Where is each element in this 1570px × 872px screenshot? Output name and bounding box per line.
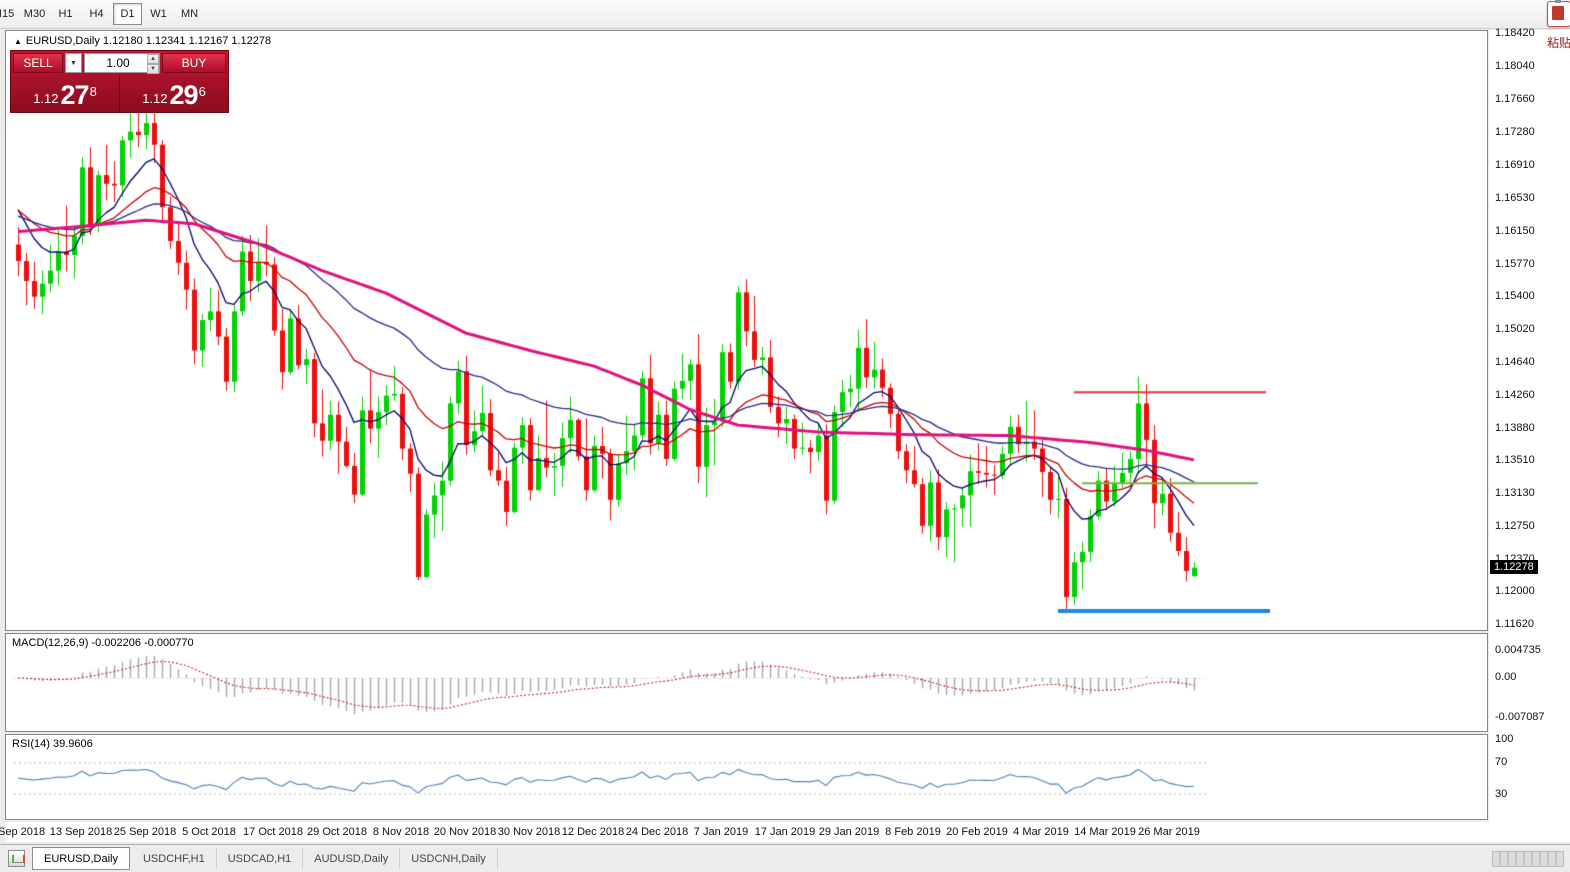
- rsi-axis-label: 30: [1495, 787, 1508, 800]
- rsi-axis-label: 70: [1495, 756, 1508, 769]
- buy-price-pip: 6: [198, 84, 206, 99]
- price-axis-label: 1.15020: [1495, 322, 1535, 335]
- timeframe-button-h1[interactable]: H1: [58, 8, 73, 20]
- price-axis-label: 1.18040: [1495, 60, 1535, 73]
- buy-price-prefix: 1.12: [142, 91, 168, 106]
- price-axis-label: 1.14640: [1495, 355, 1535, 368]
- buy-button[interactable]: BUY: [162, 53, 226, 73]
- price-axis-label: 1.14260: [1495, 388, 1535, 401]
- axis-column-background: [1489, 30, 1570, 842]
- macd-header: MACD(12,26,9) -0.002206 -0.000770: [12, 637, 194, 649]
- macd-axis[interactable]: 0.004735 0.00 -0.007087: [1490, 633, 1570, 732]
- timeframe-button-mn[interactable]: MN: [180, 8, 199, 20]
- chevron-down-icon: ▼: [70, 59, 77, 67]
- rsi-axis[interactable]: 100 70 30: [1490, 733, 1570, 820]
- price-axis-label: 1.16910: [1495, 158, 1535, 171]
- rsi-axis-label: 100: [1495, 733, 1514, 745]
- expand-arrow-icon: ▲: [14, 37, 22, 46]
- rsi-canvas[interactable]: [6, 735, 1487, 819]
- price-axis-label: 1.12750: [1495, 519, 1535, 532]
- price-axis-label: 1.17660: [1495, 93, 1535, 106]
- paste-widget[interactable]: 粘贴: [1541, 0, 1570, 51]
- paste-label: 粘贴: [1546, 36, 1570, 50]
- chart-tab-bar: EURUSD,Daily USDCHF,H1 USDCAD,H1 AUDUSD,Dai…: [0, 844, 1570, 872]
- symbol-ohlc-header: ▲ EURUSD,Daily 1.12180 1.12341 1.12167 1.…: [14, 35, 271, 47]
- timeframe-button-m15[interactable]: M15: [0, 8, 15, 20]
- volume-value: 1.00: [106, 56, 130, 70]
- date-axis-label: 25 Sep 2018: [113, 826, 177, 838]
- macd-axis-label: 0.004735: [1495, 644, 1541, 656]
- chart-tab-usdcad-h1[interactable]: USDCAD,H1: [217, 848, 304, 869]
- date-axis-label: 13 Sep 2018: [49, 826, 113, 838]
- timeframe-button-m30[interactable]: M30: [23, 8, 46, 20]
- date-axis-label: 12 Dec 2018: [561, 826, 625, 838]
- buy-price-display: 1.12 29 6: [120, 75, 228, 112]
- date-axis-label: 24 Dec 2018: [625, 826, 689, 838]
- current-price-badge: 1.12278: [1490, 559, 1538, 574]
- timeframe-button-w1[interactable]: W1: [150, 8, 167, 20]
- macd-axis-label: -0.007087: [1495, 711, 1545, 724]
- macd-window: MACD(12,26,9) -0.002206 -0.000770: [5, 633, 1488, 732]
- volume-input[interactable]: 1.00 ▲ ▼: [84, 53, 160, 74]
- sell-price-big: 27: [60, 80, 90, 110]
- volume-dropdown-button[interactable]: ▼: [65, 53, 82, 73]
- main-chart-window: ▲ EURUSD,Daily 1.12180 1.12341 1.12167 1.…: [5, 30, 1488, 631]
- date-axis-label: 14 Mar 2019: [1074, 826, 1136, 838]
- price-axis-label: 1.13880: [1495, 421, 1535, 434]
- date-axis-label: 20 Nov 2018: [433, 826, 497, 838]
- price-axis-label: 1.17280: [1495, 126, 1535, 139]
- main-chart-canvas[interactable]: [6, 31, 1487, 630]
- date-axis-label: 29 Oct 2018: [307, 826, 367, 838]
- buy-price-big: 29: [169, 80, 199, 110]
- date-axis-label: 5 Oct 2018: [182, 826, 236, 838]
- price-axis-label: 1.13510: [1495, 453, 1535, 466]
- timeframe-button-h4[interactable]: H4: [89, 8, 104, 20]
- timeframe-toolbar: M15 M30 H1 H4 D1 W1 MN: [0, 3, 205, 25]
- sell-price-display: 1.12 27 8: [11, 75, 120, 112]
- chart-tab-audusd-daily[interactable]: AUDUSD,Daily: [303, 848, 401, 869]
- macd-axis-label: 0.00: [1495, 671, 1517, 683]
- top-toolbar: M15 M30 H1 H4 D1 W1 MN: [0, 0, 1570, 29]
- price-axis-label: 1.16530: [1495, 191, 1535, 204]
- volume-spinner: ▲ ▼: [147, 54, 159, 74]
- spin-up-button[interactable]: ▲: [147, 54, 159, 64]
- symbol-ohlc-text: EURUSD,Daily 1.12180 1.12341 1.12167 1.1…: [25, 35, 272, 47]
- date-axis-label: 20 Feb 2019: [946, 826, 1008, 838]
- date-axis-label: 30 Nov 2018: [497, 826, 561, 838]
- price-axis-label: 1.16150: [1495, 224, 1535, 237]
- tabbar-scrollbar[interactable]: [1492, 850, 1564, 867]
- date-axis-label: 17 Jan 2019: [754, 826, 816, 838]
- sell-button[interactable]: SELL: [13, 53, 63, 73]
- rsi-window: RSI(14) 39.9606: [5, 734, 1488, 820]
- chart-tab-usdchf-h1[interactable]: USDCHF,H1: [132, 848, 217, 869]
- chart-tab-eurusd-daily[interactable]: EURUSD,Daily: [32, 847, 130, 870]
- price-axis-label: 1.18420: [1495, 27, 1535, 40]
- price-axis-label: 1.13130: [1495, 486, 1535, 499]
- date-axis-label: 3 Sep 2018: [0, 826, 46, 838]
- charts-list-icon: [8, 850, 25, 867]
- one-click-trading-panel: SELL ▼ 1.00 ▲ ▼ BUY 1.12 27 8 1.12 29: [10, 50, 229, 113]
- date-axis-label: 29 Jan 2019: [818, 826, 880, 838]
- price-axis[interactable]: 1.12278 1.18420 1.18040 1.17660 1.17280 1.16…: [1490, 27, 1570, 631]
- rsi-header: RSI(14) 39.9606: [12, 738, 93, 750]
- price-axis-label: 1.15400: [1495, 289, 1535, 302]
- spin-down-button[interactable]: ▼: [147, 64, 159, 74]
- price-axis-label: 1.15770: [1495, 257, 1535, 270]
- price-axis-label: 1.12000: [1495, 584, 1535, 597]
- date-axis-label: 4 Mar 2019: [1013, 826, 1069, 838]
- date-axis-label: 17 Oct 2018: [243, 826, 303, 838]
- macd-canvas[interactable]: [6, 634, 1487, 731]
- chart-tab-usdcnh-daily[interactable]: USDCNH,Daily: [400, 848, 498, 869]
- date-axis-label: 26 Mar 2019: [1138, 826, 1200, 838]
- date-axis-label: 7 Jan 2019: [693, 826, 749, 838]
- date-axis-label: 8 Feb 2019: [885, 826, 941, 838]
- paste-icon: [1547, 0, 1570, 27]
- date-axis-label: 8 Nov 2018: [372, 826, 430, 838]
- sell-price-prefix: 1.12: [33, 91, 59, 106]
- price-axis-label: 1.11620: [1495, 617, 1534, 630]
- timeframe-button-d1[interactable]: D1: [113, 3, 142, 25]
- sell-price-pip: 8: [89, 84, 97, 99]
